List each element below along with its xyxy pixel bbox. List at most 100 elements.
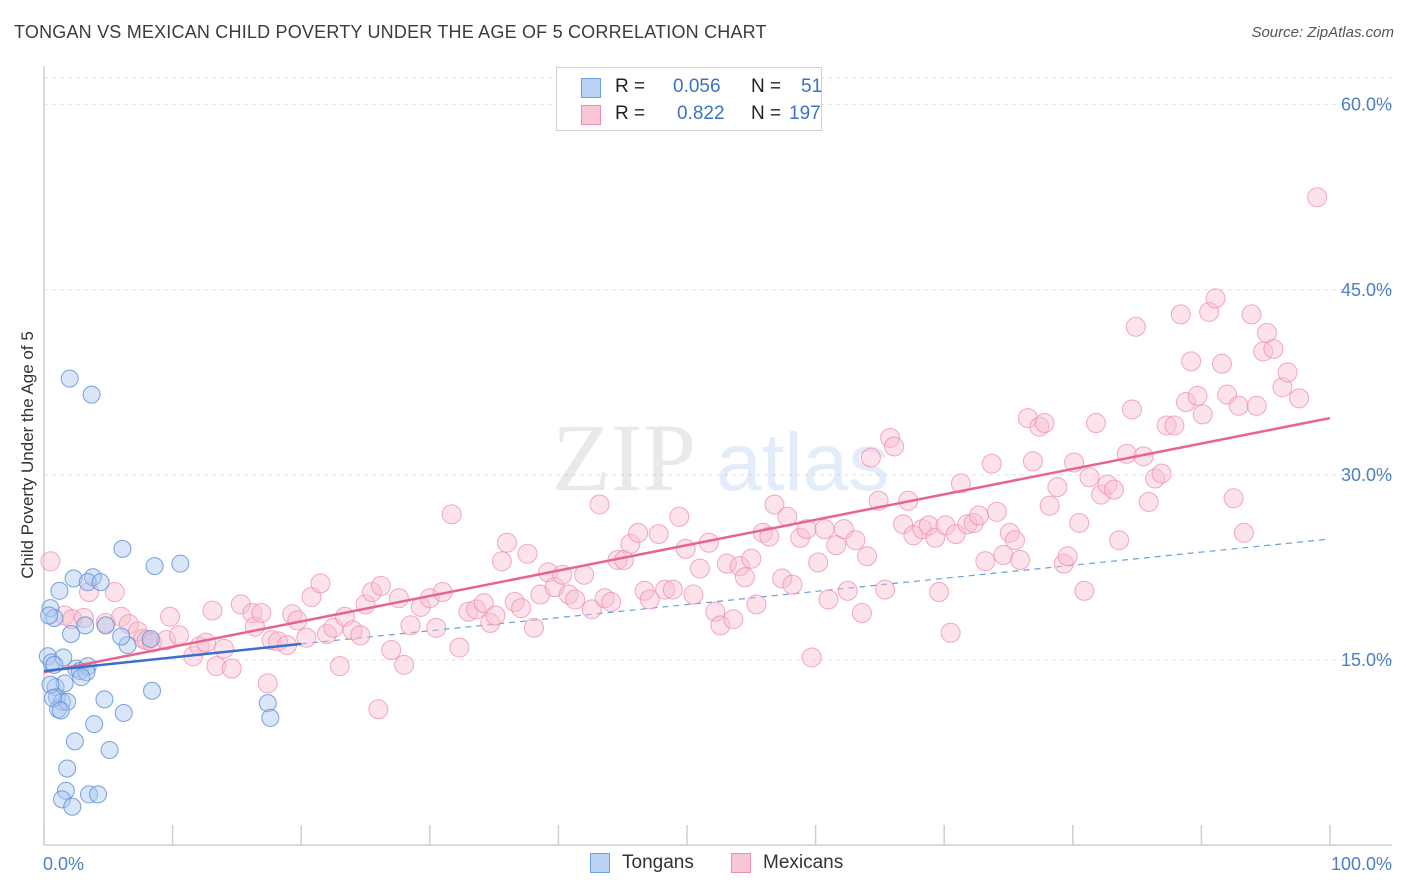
mexicans-point <box>662 579 683 600</box>
mexicans-point <box>257 673 278 694</box>
mexicans-point <box>628 522 649 543</box>
mexicans-point <box>808 552 829 573</box>
tongans-point <box>76 616 95 635</box>
tongans-point <box>143 681 162 700</box>
y-tick-label: 45.0% <box>1341 280 1392 300</box>
mexicans-legend-label: Mexicans <box>763 852 844 873</box>
mexicans-point <box>851 603 872 624</box>
mexicans-point <box>394 654 415 675</box>
tongans-point <box>41 675 60 694</box>
tongans-point <box>78 573 97 592</box>
mexicans-point <box>734 567 755 588</box>
y-tick-label: 15.0% <box>1341 650 1392 670</box>
mexicans-point <box>723 609 744 630</box>
mexicans-point <box>655 579 676 600</box>
mexicans-point <box>648 524 669 545</box>
mexicans-point <box>73 607 94 628</box>
tongans-n-value: 51 <box>801 76 823 97</box>
mexicans-point <box>759 526 780 547</box>
tongans-legend-swatch <box>590 853 610 873</box>
mexicans-point <box>683 584 704 605</box>
mexicans-point <box>1263 338 1284 359</box>
mexicans-point <box>986 501 1007 522</box>
mexicans-point <box>1138 491 1159 512</box>
mexicans-point <box>716 553 737 574</box>
mexicans-point <box>251 603 272 624</box>
mexicans-point <box>1199 301 1220 322</box>
tongans-point <box>72 668 91 687</box>
mexicans-point <box>746 594 767 615</box>
mexicans-point <box>1272 377 1293 398</box>
mexicans-point <box>1175 392 1196 413</box>
mexicans-point <box>1121 399 1142 420</box>
mexicans-point <box>772 568 793 589</box>
tongans-point <box>62 625 81 644</box>
mexicans-point <box>1109 530 1130 551</box>
trend-lines <box>43 416 1331 674</box>
mexicans-point <box>1047 477 1068 498</box>
tongans-point <box>60 369 79 388</box>
mexicans-point <box>1181 351 1202 372</box>
mexicans-point <box>565 589 586 610</box>
tongans-point <box>141 629 160 648</box>
mexicans-trend-line <box>43 416 1331 674</box>
mexicans-point <box>1233 522 1254 543</box>
mexicans-point <box>968 505 989 526</box>
mexicans-points <box>40 187 1328 720</box>
x-tick-label: 0.0% <box>43 854 84 874</box>
mexicans-point <box>729 556 750 577</box>
mexicans-point <box>1205 288 1226 309</box>
mexicans-point <box>517 543 538 564</box>
mexicans-point <box>1192 404 1213 425</box>
mexicans-point <box>940 622 961 643</box>
tongans-point <box>113 539 132 558</box>
mexicans-point <box>400 615 421 636</box>
mexicans-point <box>782 574 803 595</box>
tongans-point <box>96 616 115 635</box>
tongans-point <box>56 781 75 800</box>
mexicans-point <box>639 589 660 610</box>
mexicans-point <box>1211 353 1232 374</box>
tongans-points <box>38 369 280 816</box>
mexicans-point <box>1069 512 1090 533</box>
tongans-trend-line <box>43 642 302 673</box>
tongans-point <box>112 627 131 646</box>
mexicans-point <box>1246 395 1267 416</box>
mexicans-r-value: 0.822 <box>677 103 725 124</box>
x-tick-labels: 0.0% 100.0% <box>43 854 1392 874</box>
tongans-point <box>63 797 82 816</box>
mexicans-point <box>945 524 966 545</box>
mexicans-point <box>981 453 1002 474</box>
tongans-trend-extension <box>301 538 1331 645</box>
mexicans-point <box>1034 413 1055 434</box>
tongans-point <box>64 569 83 588</box>
mexicans-point <box>449 637 470 658</box>
mexicans-point <box>814 519 835 540</box>
legend-n-label: N = <box>751 103 782 124</box>
mexicans-point <box>156 630 177 651</box>
mexicans-point <box>594 588 615 609</box>
mexicans-point <box>350 625 371 646</box>
mexicans-point <box>601 591 622 612</box>
mexicans-point <box>589 494 610 515</box>
mexicans-point <box>296 627 317 648</box>
mexicans-point <box>957 514 978 535</box>
mexicans-point <box>893 514 914 535</box>
watermark-atlas: atlas <box>716 417 889 508</box>
mexicans-point <box>801 647 822 668</box>
tongans-swatch <box>581 78 601 98</box>
mexicans-point <box>796 519 817 540</box>
tongans-legend-label: Tongans <box>622 852 694 873</box>
mexicans-point <box>104 582 125 603</box>
mexicans-point <box>381 640 402 661</box>
mexicans-point <box>710 615 731 636</box>
mexicans-point <box>206 656 227 677</box>
mexicans-point <box>1307 187 1328 208</box>
mexicans-point <box>669 506 690 527</box>
mexicans-point <box>826 535 847 556</box>
mexicans-point <box>1039 495 1060 516</box>
tongans-point <box>91 573 110 592</box>
mexicans-point <box>689 558 710 579</box>
mexicans-point <box>950 473 971 494</box>
y-tick-label: 60.0% <box>1341 95 1392 115</box>
